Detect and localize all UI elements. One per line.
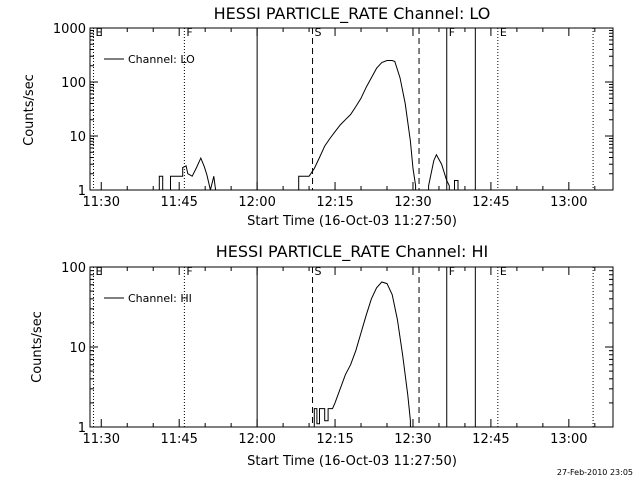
plot-frame [89, 27, 614, 191]
plot-panel-lo: HESSI PARTICLE_RATE Channel: LO Start Ti… [22, 4, 614, 229]
series-line [158, 175, 164, 190]
y-tick-label: 10 [69, 130, 86, 145]
chart-title-hi: HESSI PARTICLE_RATE Channel: HI [216, 242, 489, 262]
y-tick-label: 100 [61, 76, 86, 91]
event-marker-label: E [500, 26, 507, 39]
x-tick-label: 12:45 [472, 195, 509, 210]
series-line [454, 180, 459, 190]
x-tick-label: 12:00 [238, 432, 275, 447]
y-tick-label: 1000 [53, 22, 86, 37]
legend-hi: Channel: HI [104, 292, 192, 305]
y-tick-label: 1 [78, 184, 86, 199]
y-tick-label: 10 [69, 341, 86, 356]
event-marker-label: F [186, 26, 192, 39]
series-line [313, 281, 411, 427]
x-axis-label-lo: Start Time (16-Oct-03 11:27:50) [247, 214, 457, 229]
plot-panel-hi: HESSI PARTICLE_RATE Channel: HI Start Ti… [30, 242, 614, 469]
x-tick-label: 11:45 [160, 432, 197, 447]
plot-frame [89, 266, 614, 428]
x-tick-label: 12:15 [316, 195, 353, 210]
event-marker-label: S [315, 265, 322, 278]
event-marker-label: E [500, 265, 507, 278]
legend-label-hi: Channel: HI [128, 292, 192, 305]
event-marker-label: S [315, 26, 322, 39]
x-tick-label: 12:30 [394, 432, 431, 447]
x-tick-label: 12:45 [472, 432, 509, 447]
x-tick-label: 13:00 [550, 195, 587, 210]
series-line [428, 153, 450, 190]
event-marker-label: F [186, 265, 192, 278]
event-marker-label: F [449, 265, 455, 278]
y-tick-label: 100 [61, 261, 86, 276]
y-axis-label-hi: Counts/sec [30, 311, 45, 383]
series-line [298, 60, 417, 190]
event-marker-label: E [95, 265, 102, 278]
legend-label-lo: Channel: LO [128, 53, 195, 66]
y-axis-label-lo: Counts/sec [22, 74, 37, 146]
series-line [170, 156, 217, 190]
x-tick-label: 12:30 [394, 195, 431, 210]
x-tick-label: 12:15 [316, 432, 353, 447]
y-tick-label: 1 [78, 421, 86, 436]
x-tick-label: 11:30 [83, 432, 120, 447]
event-marker-label: E [95, 26, 102, 39]
x-tick-label: 11:45 [160, 195, 197, 210]
x-tick-label: 13:00 [550, 432, 587, 447]
event-marker-label: F [449, 26, 455, 39]
footer-timestamp: 27-Feb-2010 23:05 [557, 468, 633, 477]
x-tick-label: 11:30 [83, 195, 120, 210]
x-tick-label: 12:00 [238, 195, 275, 210]
x-axis-label-hi: Start Time (16-Oct-03 11:27:50) [247, 454, 457, 469]
chart-title-lo: HESSI PARTICLE_RATE Channel: LO [214, 4, 491, 24]
legend-lo: Channel: LO [104, 53, 195, 66]
